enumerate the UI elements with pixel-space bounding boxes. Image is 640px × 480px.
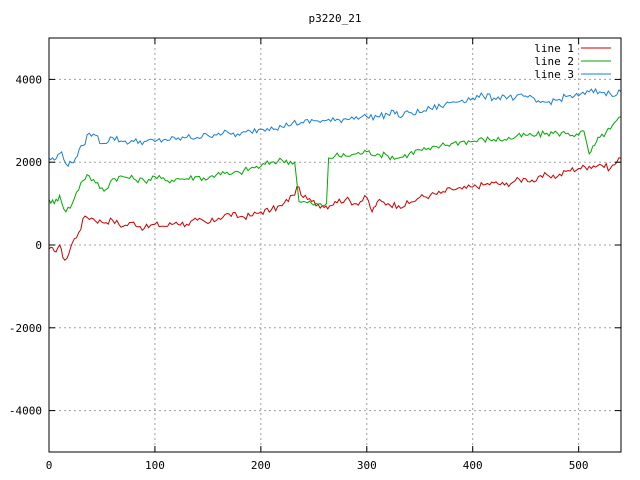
y-tick-label: -4000 xyxy=(9,405,42,418)
y-tick-label: 2000 xyxy=(16,156,43,169)
series-line-3 xyxy=(48,87,622,168)
x-tick-label: 100 xyxy=(145,459,165,472)
x-tick-label: 200 xyxy=(251,459,271,472)
legend-label-3: line 3 xyxy=(534,68,574,81)
x-tick-label: 500 xyxy=(569,459,589,472)
series-line-2 xyxy=(48,116,622,213)
chart-title: p3220_21 xyxy=(309,12,362,25)
y-tick-label: 0 xyxy=(35,239,42,252)
axis-ticks: 0 100 200 300 400 500 -4000 -2000 0 2000 4000 xyxy=(9,38,621,472)
y-tick-label: -2000 xyxy=(9,322,42,335)
y-tick-label: 4000 xyxy=(16,73,43,86)
grid xyxy=(49,38,621,452)
x-tick-label: 400 xyxy=(463,459,483,472)
series-line-1 xyxy=(48,157,622,261)
legend-label-2: line 2 xyxy=(534,55,574,68)
legend-label-1: line 1 xyxy=(534,42,574,55)
series-group xyxy=(48,87,622,261)
x-tick-label: 0 xyxy=(46,459,53,472)
x-tick-label: 300 xyxy=(357,459,377,472)
